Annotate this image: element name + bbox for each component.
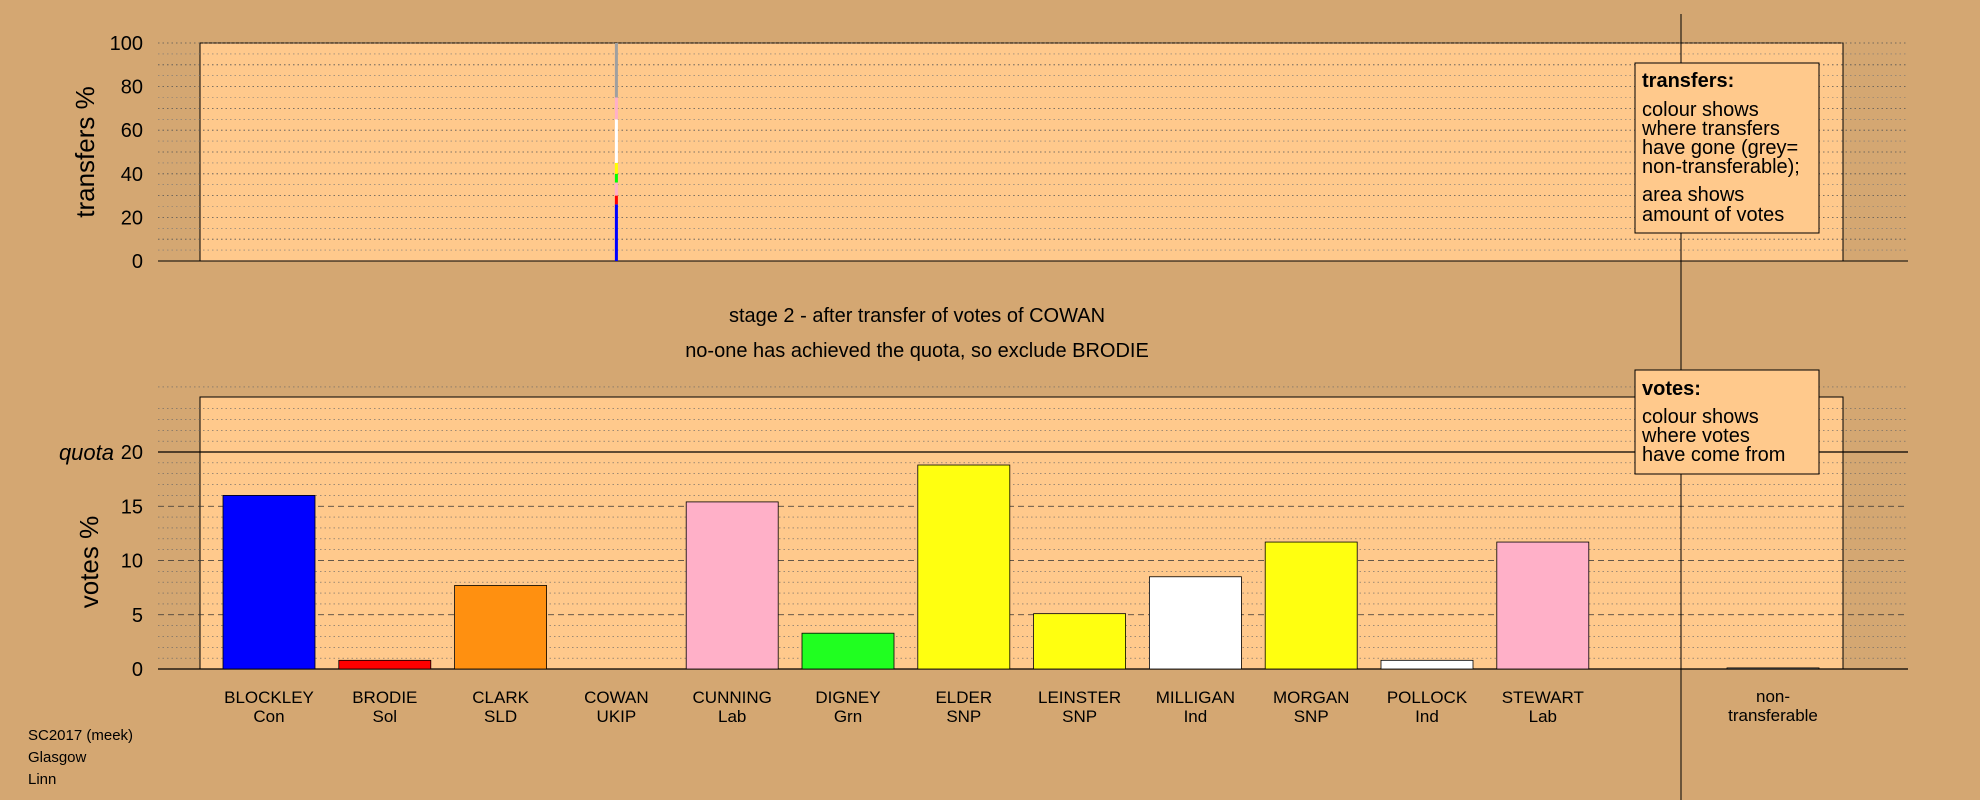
- y-tick-label: 40: [121, 164, 143, 186]
- transfer-segment: [614, 173, 618, 183]
- transfers-y-axis-label: transfers %: [70, 86, 100, 218]
- nontransferable-label: non-: [1756, 687, 1790, 706]
- transfer-segment: [614, 119, 618, 163]
- candidate-party: Con: [253, 707, 284, 726]
- votes-y-axis-label: votes %: [74, 516, 104, 609]
- candidate-name: POLLOCK: [1387, 688, 1468, 707]
- candidate-name: CUNNING: [693, 688, 772, 707]
- votes-legend-line: colour shows: [1642, 406, 1759, 428]
- bar-milligan: [1149, 576, 1242, 670]
- candidate-name: BLOCKLEY: [224, 688, 314, 707]
- votes-plot-area: [199, 396, 1844, 670]
- action-message: no-one has achieved the quota, so exclud…: [685, 340, 1149, 362]
- candidate-party: UKIP: [597, 707, 637, 726]
- candidate-party: Ind: [1415, 707, 1439, 726]
- bar-cunning: [685, 501, 779, 670]
- transfers-legend-title: transfers:: [1642, 70, 1734, 92]
- candidate-party: SLD: [484, 707, 517, 726]
- candidate-name: DIGNEY: [815, 688, 880, 707]
- footer-election: SC2017 (meek): [28, 727, 133, 744]
- candidate-name: BRODIE: [352, 688, 417, 707]
- bar-blockley: [222, 494, 316, 670]
- transfers-legend-line: where transfers: [1641, 118, 1780, 140]
- bar-stewart: [1496, 541, 1590, 670]
- y-tick-label: 0: [132, 251, 143, 273]
- y-tick-label: 5: [132, 605, 143, 627]
- transfers-legend-line: have gone (grey=: [1642, 137, 1798, 159]
- candidate-name: MORGAN: [1273, 688, 1350, 707]
- candidate-name: STEWART: [1502, 688, 1584, 707]
- bar-morgan: [1264, 541, 1358, 670]
- candidate-name: CLARK: [472, 688, 529, 707]
- candidate-party: Ind: [1184, 707, 1208, 726]
- y-tick-label: 20: [121, 207, 143, 229]
- transfers-gridlines: [158, 42, 1908, 262]
- votes-legend: votes: colour shows where votes have com…: [1634, 369, 1820, 475]
- transfers-y-ticks: 0 20 40 60 80 100: [110, 33, 143, 273]
- candidate-party: SNP: [946, 707, 981, 726]
- transfer-segment: [614, 204, 618, 261]
- candidate-name: LEINSTER: [1038, 688, 1121, 707]
- votes-legend-line: where votes: [1641, 425, 1750, 447]
- y-tick-label: 0: [132, 659, 143, 681]
- candidate-party: Lab: [718, 707, 746, 726]
- transfer-segment: [614, 195, 618, 205]
- candidate-party: Grn: [834, 707, 862, 726]
- candidate-party: SNP: [1062, 707, 1097, 726]
- vote-bars: [222, 464, 1820, 670]
- votes-y-ticks: 0 5 10 15 20: [121, 442, 143, 681]
- bar-brodie: [338, 659, 432, 670]
- y-tick-label: 100: [110, 33, 143, 55]
- transfer-segment: [614, 162, 618, 174]
- bar-pollock: [1380, 659, 1474, 670]
- y-tick-label: 20: [121, 442, 143, 464]
- votes-legend-title: votes:: [1642, 378, 1701, 400]
- stage-message: stage 2 - after transfer of votes of COW…: [729, 305, 1105, 327]
- bar-elder: [917, 464, 1011, 670]
- votes-legend-line: have come from: [1642, 444, 1785, 466]
- transfer-segment: [614, 182, 618, 196]
- transfer-segment: [614, 43, 618, 98]
- footer-ward: Linn: [28, 771, 56, 788]
- bar-clark: [454, 585, 548, 670]
- y-tick-label: 60: [121, 120, 143, 142]
- candidate-party: Sol: [373, 707, 398, 726]
- bar-nontransferable: [1726, 667, 1820, 670]
- transfers-legend-line: colour shows: [1642, 99, 1759, 121]
- transfers-legend-line: amount of votes: [1642, 204, 1784, 226]
- transfers-legend-line: area shows: [1642, 184, 1744, 206]
- footer-council: Glasgow: [28, 749, 87, 766]
- transfers-legend: transfers: colour shows where transfers …: [1634, 62, 1820, 234]
- nontransferable-label: transferable: [1728, 706, 1818, 725]
- bar-leinster: [1033, 613, 1126, 670]
- candidate-name: ELDER: [935, 688, 992, 707]
- candidate-name: COWAN: [584, 688, 649, 707]
- candidate-name: MILLIGAN: [1156, 688, 1235, 707]
- transfer-bar: [614, 43, 618, 261]
- candidate-party: SNP: [1294, 707, 1329, 726]
- candidate-party: Lab: [1529, 707, 1557, 726]
- transfer-segment: [614, 97, 618, 120]
- y-tick-label: 15: [121, 496, 143, 518]
- y-tick-label: 10: [121, 551, 143, 573]
- transfers-legend-line: non-transferable);: [1642, 156, 1800, 178]
- quota-label: quota: [59, 440, 114, 465]
- bar-digney: [801, 632, 895, 670]
- votes-gridlines: [158, 386, 1908, 670]
- y-tick-label: 80: [121, 77, 143, 99]
